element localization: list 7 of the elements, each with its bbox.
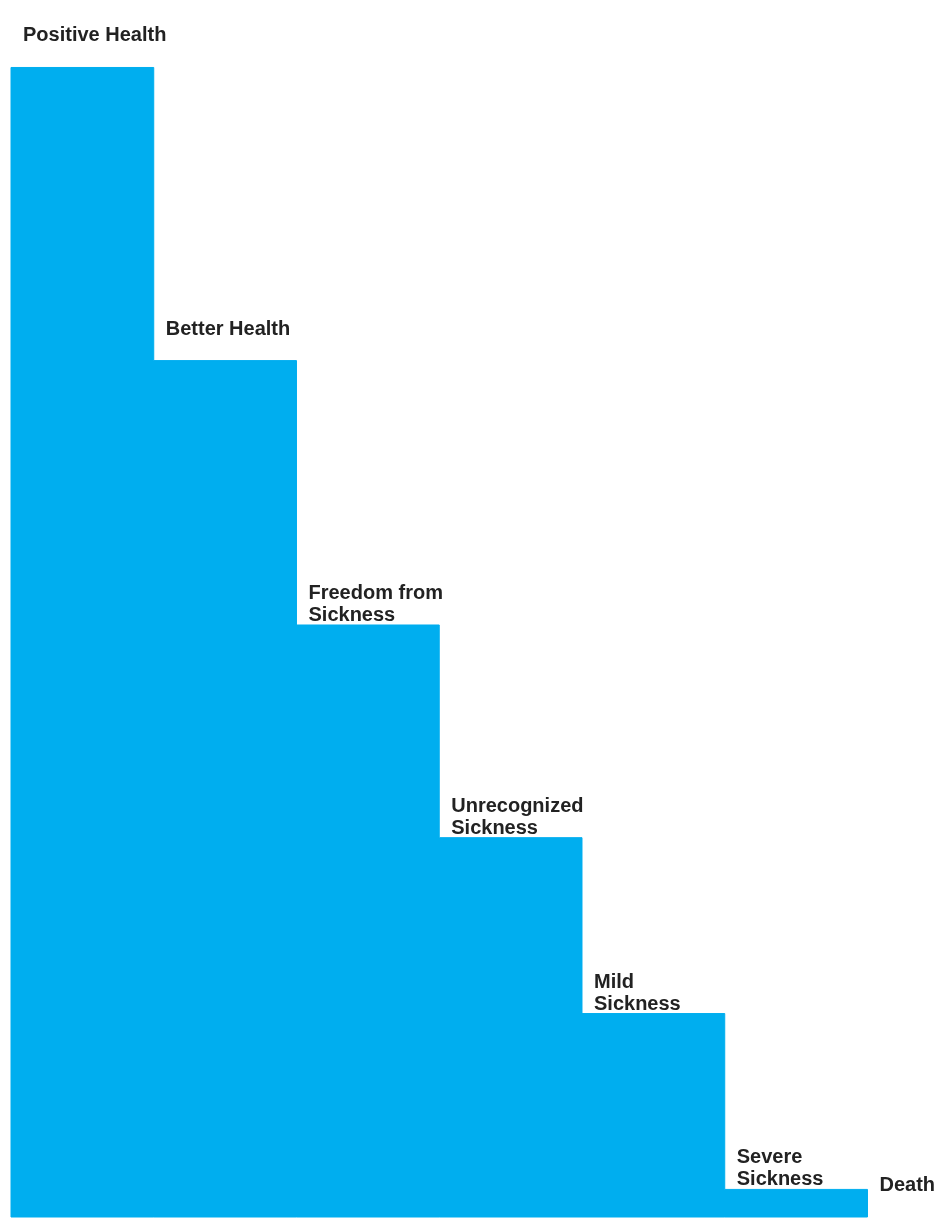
annotation: Severe Sickness [736, 1145, 824, 1190]
annotation: Freedom from Sickness [308, 581, 443, 625]
text: Positive Health [23, 23, 167, 46]
annotation: Death [879, 1173, 936, 1195]
annotation: Unrecognized Sickness [451, 793, 584, 838]
annotation: Mild Sickness [593, 969, 681, 1014]
annotation: Better Health [165, 316, 291, 339]
